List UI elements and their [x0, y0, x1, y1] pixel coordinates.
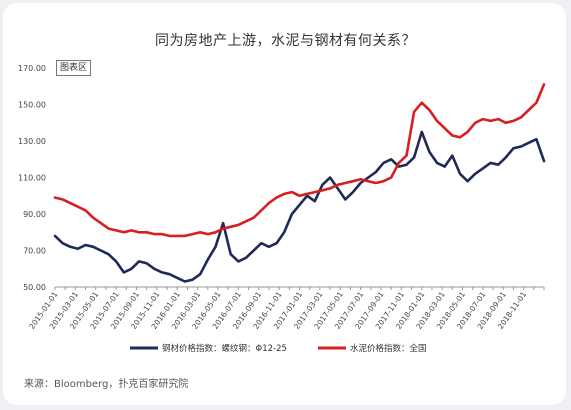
- series-line-steel: [53, 130, 546, 283]
- y-tick-label: 90.00: [23, 210, 46, 219]
- y-tick-label: 110.00: [18, 174, 46, 183]
- legend-label: 水泥价格指数：全国: [350, 343, 427, 354]
- plot-area-tag: 图表区: [56, 60, 92, 76]
- y-tick-label: 70.00: [23, 247, 46, 256]
- chart-title: 同为房地产上游，水泥与钢材有何关系？: [155, 33, 416, 49]
- chart-card: [3, 3, 566, 405]
- y-tick-label: 50.00: [23, 283, 46, 292]
- series-line-cement: [53, 83, 546, 238]
- y-tick-label: 150.00: [18, 101, 46, 110]
- source-note: 来源：Bloomberg，扑克百家研究院: [24, 379, 189, 390]
- y-tick-label: 130.00: [18, 137, 46, 146]
- legend-label: 钢材价格指数：螺纹钢：Φ12-25: [162, 343, 287, 354]
- y-tick-label: 170.00: [18, 64, 46, 73]
